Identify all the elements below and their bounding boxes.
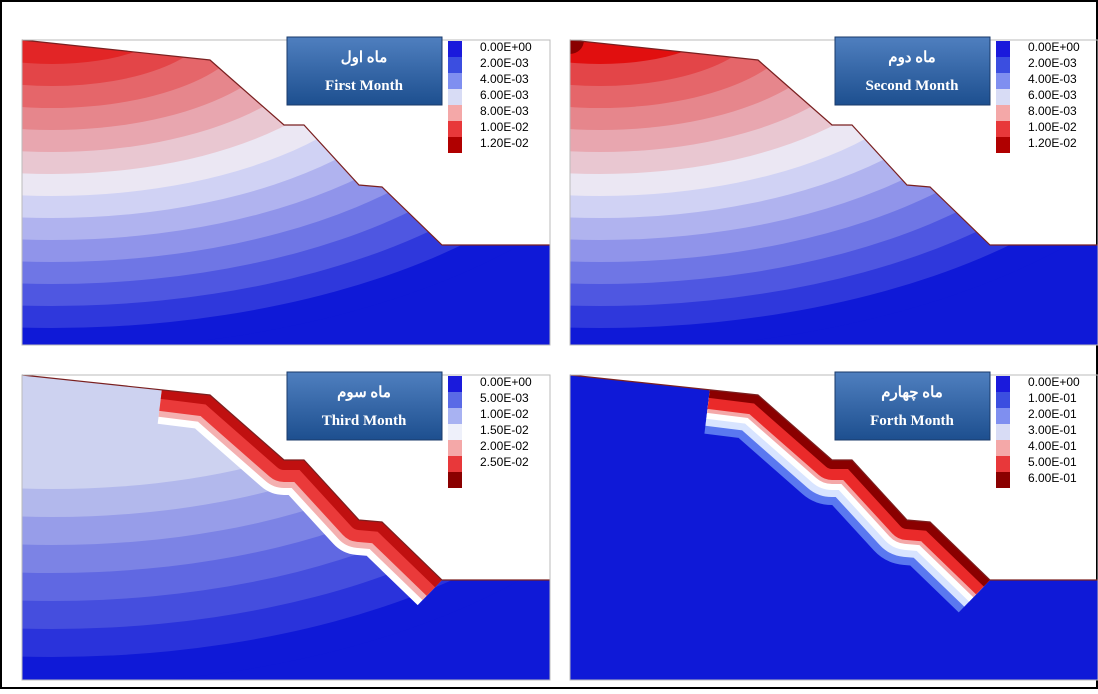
panel-border bbox=[21, 374, 551, 681]
legend-label: 1.00E-01 bbox=[1028, 391, 1077, 405]
legend-label: 6.00E-03 bbox=[480, 88, 529, 102]
legend-label: 2.50E-02 bbox=[480, 455, 529, 469]
legend-swatch bbox=[996, 57, 1010, 73]
panel-border bbox=[569, 374, 1098, 681]
legend-label: 0.00E+00 bbox=[480, 375, 532, 389]
title-persian: ماه اول bbox=[341, 50, 388, 66]
title-box bbox=[834, 371, 991, 441]
title-english: First Month bbox=[325, 78, 404, 94]
legend-swatch bbox=[448, 105, 462, 121]
ground-surface bbox=[21, 374, 550, 581]
legend-label: 8.00E-03 bbox=[1028, 104, 1077, 118]
legend-label: 6.00E-01 bbox=[1028, 471, 1077, 485]
legend-swatch bbox=[996, 89, 1010, 105]
legend-label: 0.00E+00 bbox=[480, 40, 532, 54]
legend-label: 2.00E-02 bbox=[480, 439, 529, 453]
legend-swatch bbox=[996, 137, 1010, 153]
title-box bbox=[286, 371, 443, 441]
legend-label: 1.20E-02 bbox=[1028, 136, 1077, 150]
title-english: Forth Month bbox=[870, 413, 954, 429]
legend-swatch bbox=[448, 392, 462, 408]
legend-swatch bbox=[448, 73, 462, 89]
legend-swatch bbox=[996, 456, 1010, 472]
legend-label: 4.00E-03 bbox=[1028, 72, 1077, 86]
legend-label: 5.00E-01 bbox=[1028, 455, 1077, 469]
legend-label: 1.00E-02 bbox=[1028, 120, 1077, 134]
panel: ماه چهارم Forth Month 0.00E+00 1.00E-01 2.00… bbox=[569, 371, 1098, 681]
legend-label: 4.00E-03 bbox=[480, 72, 529, 86]
title-persian: ماه چهارم bbox=[881, 385, 943, 401]
legend-swatch bbox=[448, 424, 462, 440]
legend-label: 2.00E-01 bbox=[1028, 407, 1077, 421]
title-english: Second Month bbox=[866, 78, 960, 94]
contour-band bbox=[570, 40, 760, 86]
title-box bbox=[834, 36, 991, 106]
legend-swatch bbox=[996, 440, 1010, 456]
panel-border bbox=[21, 39, 551, 346]
title-persian: ماه سوم bbox=[337, 385, 391, 401]
legend-label: 2.00E-03 bbox=[480, 56, 529, 70]
panel-border bbox=[569, 39, 1098, 346]
legend-label: 0.00E+00 bbox=[1028, 40, 1080, 54]
legend-swatch bbox=[996, 408, 1010, 424]
legend-label: 1.50E-02 bbox=[480, 423, 529, 437]
legend-label: 4.00E-01 bbox=[1028, 439, 1077, 453]
legend-label: 1.00E-02 bbox=[480, 407, 529, 421]
title-persian: ماه دوم bbox=[888, 50, 935, 66]
legend-label: 0.00E+00 bbox=[1028, 375, 1080, 389]
legend-swatch bbox=[448, 408, 462, 424]
title-box bbox=[286, 36, 443, 106]
legend-swatch bbox=[996, 392, 1010, 408]
ground-surface bbox=[569, 39, 1098, 246]
legend-swatch bbox=[996, 41, 1010, 57]
legend-label: 2.00E-03 bbox=[1028, 56, 1077, 70]
legend-swatch bbox=[448, 57, 462, 73]
legend-swatch bbox=[448, 41, 462, 57]
legend-swatch bbox=[448, 376, 462, 392]
legend-swatch bbox=[996, 121, 1010, 137]
legend-label: 3.00E-01 bbox=[1028, 423, 1077, 437]
ground-surface bbox=[21, 39, 550, 246]
legend-label: 6.00E-03 bbox=[1028, 88, 1077, 102]
legend-swatch bbox=[996, 424, 1010, 440]
legend-swatch bbox=[448, 89, 462, 105]
ground-surface bbox=[569, 374, 1098, 581]
legend-swatch bbox=[996, 472, 1010, 488]
legend-swatch bbox=[448, 456, 462, 472]
title-english: Third Month bbox=[322, 413, 407, 429]
legend-swatch bbox=[996, 376, 1010, 392]
legend-label: 1.20E-02 bbox=[480, 136, 529, 150]
legend-swatch bbox=[996, 73, 1010, 89]
legend-label: 5.00E-03 bbox=[480, 391, 529, 405]
legend-label: 1.00E-02 bbox=[480, 120, 529, 134]
legend-label: 8.00E-03 bbox=[480, 104, 529, 118]
contour-band bbox=[570, 40, 584, 54]
legend-swatch bbox=[996, 105, 1010, 121]
legend-swatch bbox=[448, 440, 462, 456]
contour-band bbox=[22, 40, 212, 86]
legend-swatch bbox=[448, 121, 462, 137]
legend-swatch bbox=[448, 472, 462, 488]
legend-swatch bbox=[448, 137, 462, 153]
